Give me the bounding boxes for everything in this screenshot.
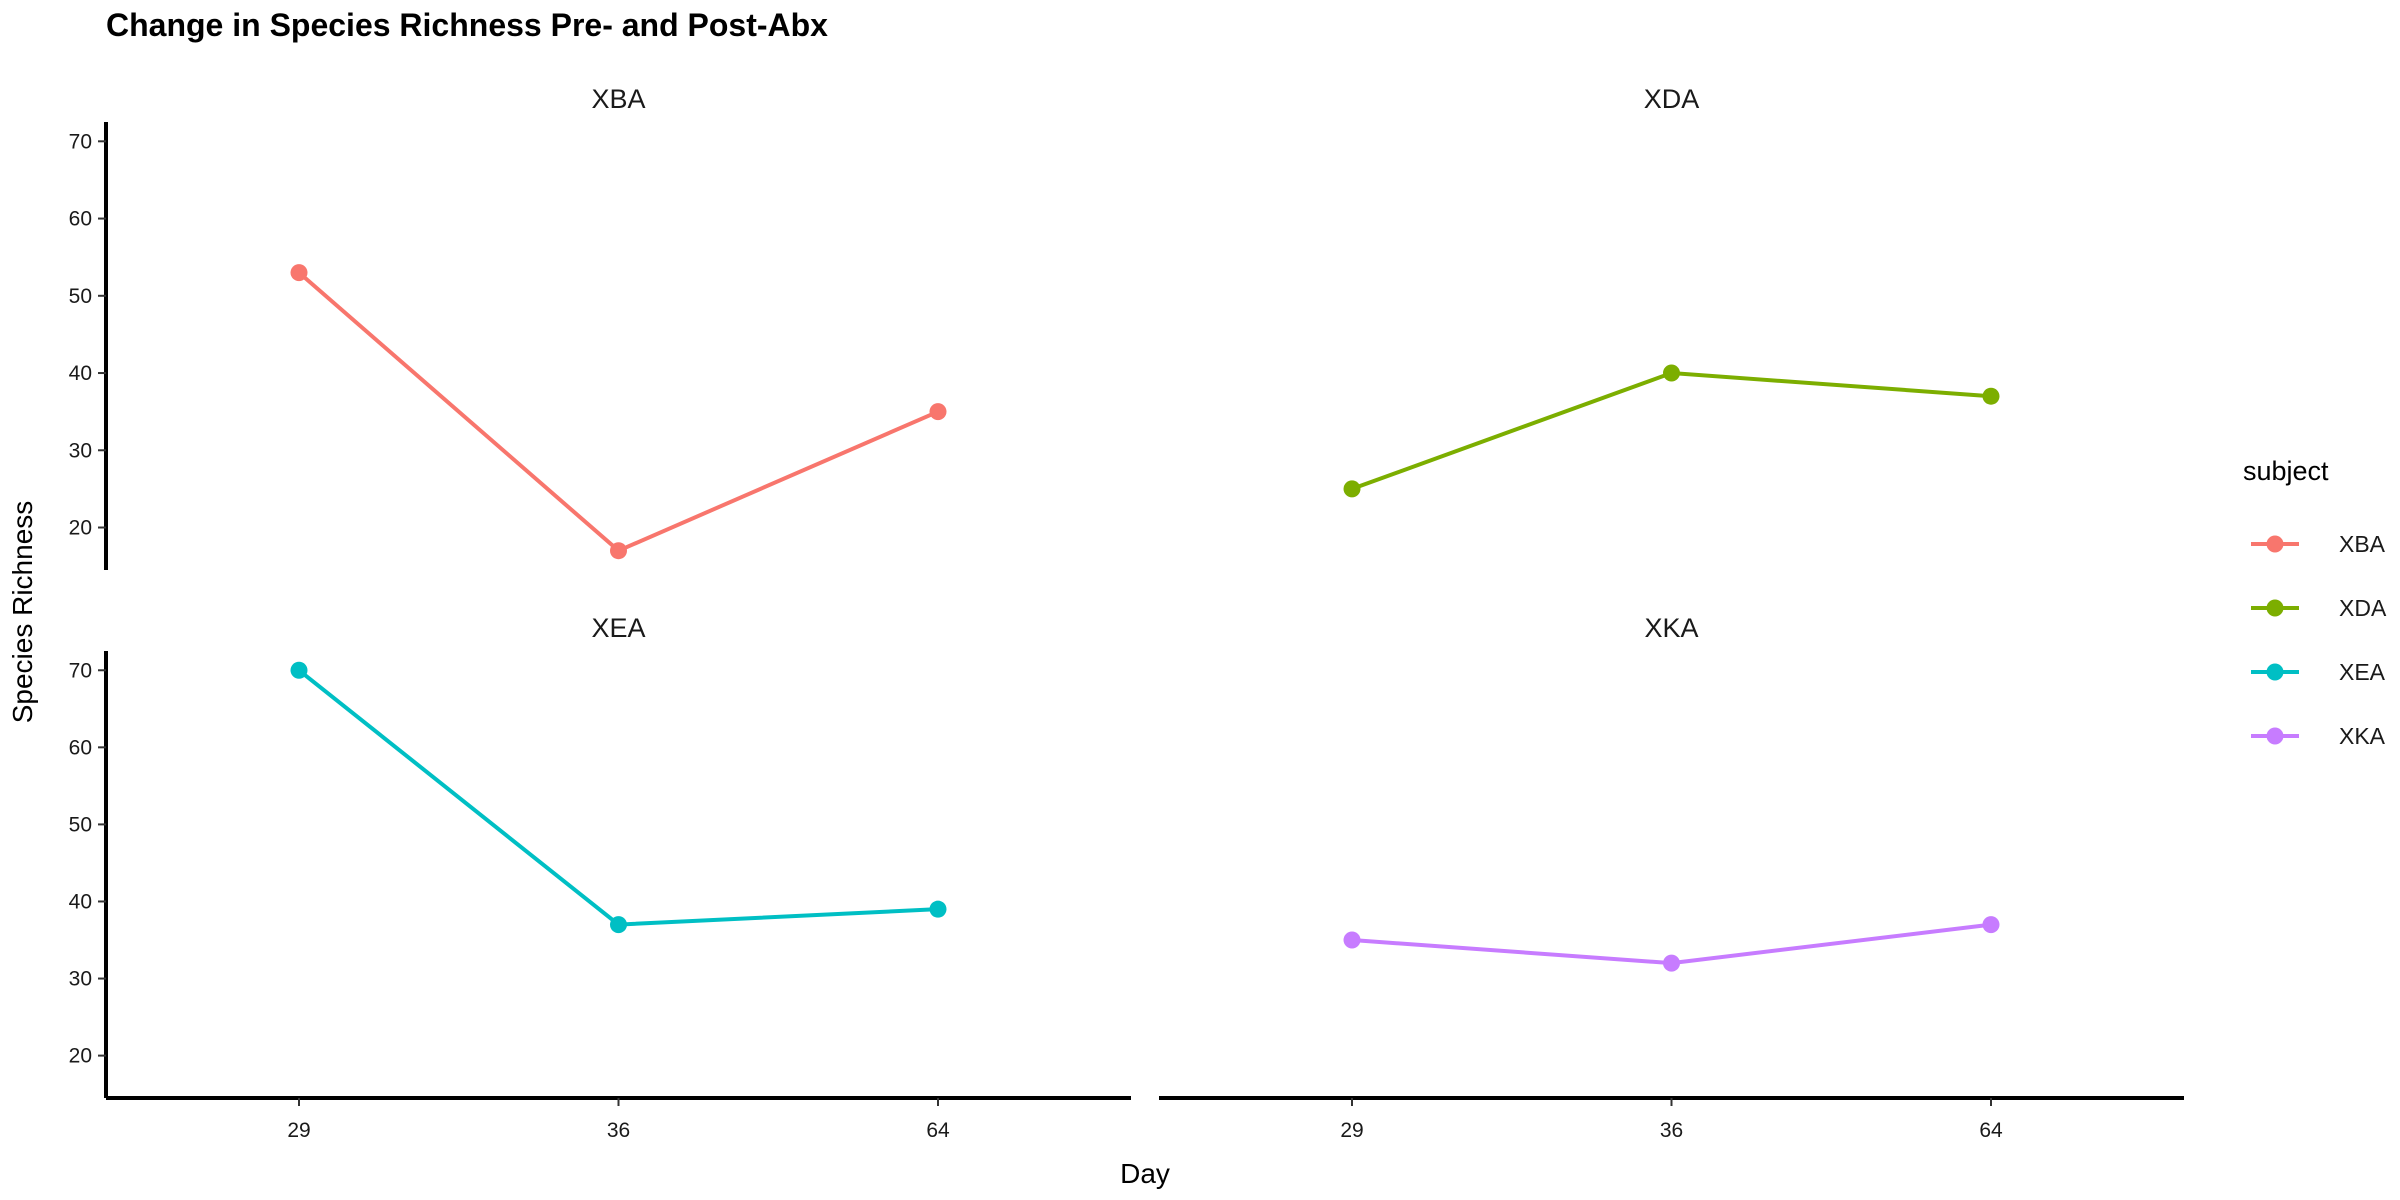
y-tick-label: 70 <box>69 130 92 153</box>
facet-panel-xba: XBA 20 30 40 50 60 70 <box>69 84 947 570</box>
legend-label: XBA <box>2339 531 2386 557</box>
data-point <box>610 916 627 934</box>
y-tick-label: 60 <box>69 208 92 231</box>
x-tick-label: 36 <box>607 1119 630 1142</box>
chart-title: Change in Species Richness Pre- and Post… <box>106 7 828 43</box>
y-tick-label: 40 <box>69 362 92 385</box>
y-tick-label: 50 <box>69 285 92 308</box>
x-tick-label: 36 <box>1660 1119 1683 1142</box>
data-point <box>1982 916 2000 934</box>
x-axis-title: Day <box>1120 1158 1170 1189</box>
data-point <box>1343 480 1361 498</box>
x-tick-label: 64 <box>1979 1119 2003 1142</box>
legend-label: XKA <box>2339 723 2386 749</box>
legend-label: XDA <box>2339 595 2387 621</box>
facet-panel-xda: XDA <box>1343 84 2000 498</box>
facet-strip-label: XDA <box>1644 84 1700 114</box>
data-point <box>610 542 627 560</box>
legend-title: subject <box>2243 456 2329 486</box>
y-tick-label: 30 <box>69 439 92 462</box>
y-tick-label: 60 <box>69 736 92 759</box>
x-tick-label: 29 <box>1340 1119 1363 1142</box>
legend-item-xba: XBA <box>2251 531 2386 557</box>
legend-point-key <box>2266 663 2284 681</box>
data-point <box>1982 387 2000 405</box>
legend-label: XEA <box>2339 659 2386 685</box>
legend-item-xea: XEA <box>2251 659 2386 685</box>
data-point <box>929 403 947 421</box>
legend-item-xda: XDA <box>2251 595 2387 621</box>
y-tick-label: 40 <box>69 890 92 913</box>
series-line-xba <box>297 271 939 554</box>
legend-point-key <box>2266 535 2284 553</box>
legend-item-xka: XKA <box>2251 723 2386 749</box>
y-tick-label: 70 <box>69 659 92 682</box>
y-axis-title: Species Richness <box>7 501 38 724</box>
y-tick-label: 30 <box>69 968 92 991</box>
x-tick-label: 64 <box>926 1119 950 1142</box>
facet-strip-label: XEA <box>591 613 645 643</box>
legend-point-key <box>2266 727 2284 745</box>
data-point <box>929 900 947 918</box>
series-line-xda <box>1351 371 1992 491</box>
y-tick-label: 20 <box>69 517 92 540</box>
x-tick-label: 29 <box>287 1119 310 1142</box>
facet-strip-label: XBA <box>591 84 645 114</box>
facet-panel-xka: XKA 29 36 64 <box>1159 613 2184 1142</box>
data-point <box>1343 931 1361 949</box>
data-point <box>1663 954 1680 972</box>
series-line-xea <box>297 668 939 927</box>
data-point <box>1663 364 1680 382</box>
y-tick-label: 20 <box>69 1045 92 1068</box>
data-point <box>290 264 308 282</box>
legend: subject XBA XDA XEA XKA <box>2243 456 2387 749</box>
y-tick-label: 50 <box>69 813 92 836</box>
facet-strip-label: XKA <box>1644 613 1698 643</box>
data-point <box>290 661 308 679</box>
legend-point-key <box>2266 599 2284 617</box>
facet-panel-xea: XEA 20 30 40 50 60 70 29 36 64 <box>69 613 1131 1142</box>
